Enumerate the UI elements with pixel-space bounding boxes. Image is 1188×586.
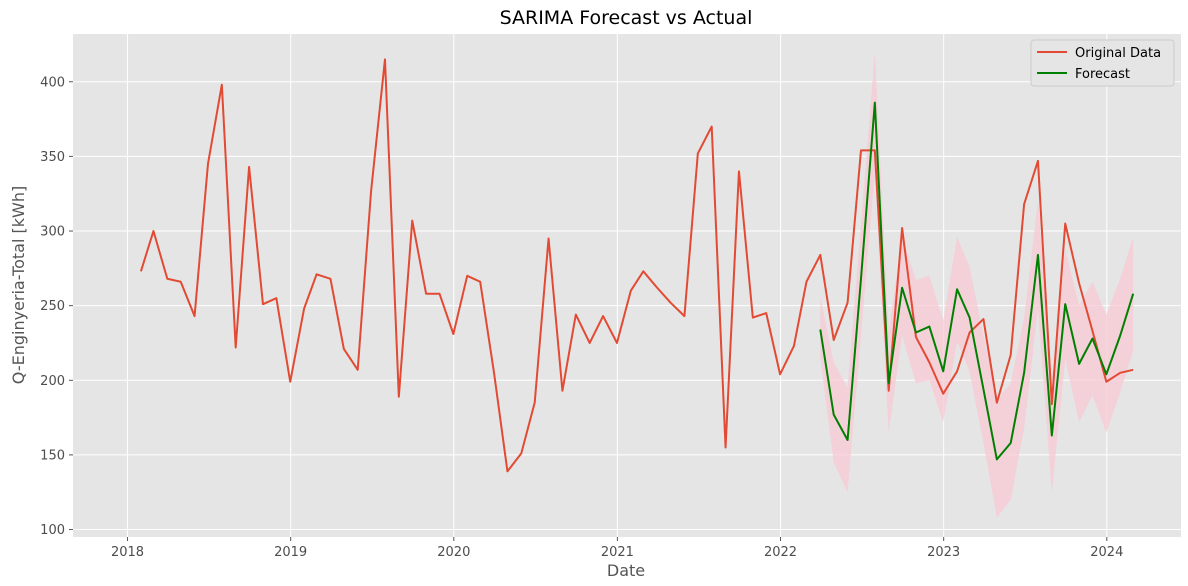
x-tick-label: 2023 [927,545,960,560]
legend: Original Data Forecast [1030,39,1175,87]
chart-title: SARIMA Forecast vs Actual [500,7,753,29]
forecast-line [819,101,1135,461]
y-tick-label: 100 [40,523,65,538]
series-lines [139,58,1135,473]
y-tick-label: 150 [40,448,65,463]
y-tick-label: 200 [40,374,65,389]
x-tick-label: 2018 [111,545,144,560]
x-axis-ticks: 2018 2019 2020 2021 2022 2023 2024 [111,537,1123,560]
y-axis-ticks: 100 150 200 250 300 350 400 [40,75,73,538]
x-axis-title: Date [607,561,645,580]
y-axis-title: Q-Enginyeria-Total [kWh] [9,186,28,384]
x-tick-label: 2022 [764,545,797,560]
x-tick-label: 2020 [437,545,470,560]
legend-label-forecast: Forecast [1075,67,1130,82]
x-tick-label: 2021 [601,545,634,560]
legend-label-original: Original Data [1075,46,1161,61]
y-tick-label: 300 [40,225,65,240]
x-tick-label: 2019 [274,545,307,560]
original-data-line [139,58,1134,473]
y-tick-label: 400 [40,75,65,90]
y-tick-label: 250 [40,299,65,314]
x-tick-label: 2024 [1090,545,1123,560]
y-tick-label: 350 [40,150,65,165]
